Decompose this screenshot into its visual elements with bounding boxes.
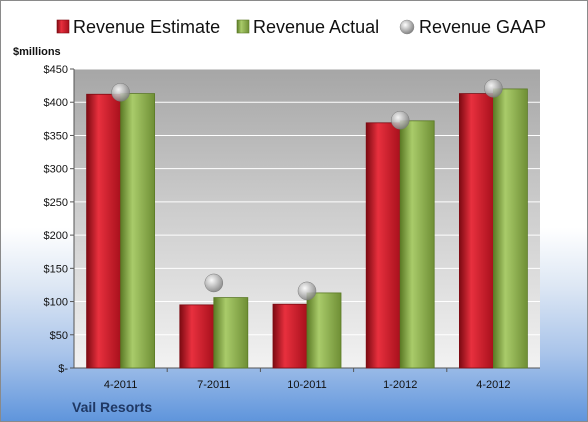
legend-label-actual: Revenue Actual — [253, 17, 379, 37]
x-tick-label: 4-2012 — [476, 379, 510, 391]
bar-revenue-actual — [399, 120, 435, 369]
y-tick-label: $50 — [50, 330, 68, 342]
y-tick-label: $100 — [44, 297, 68, 309]
bar-revenue-actual — [120, 93, 155, 369]
bar-revenue-estimate — [365, 122, 401, 369]
bars — [86, 88, 528, 369]
legend-item-gaap: Revenue GAAP — [399, 17, 546, 37]
legend-marker-gaap — [399, 19, 415, 35]
x-tick-label: 4-2011 — [104, 379, 137, 391]
marker-revenue-gaap — [390, 110, 410, 130]
y-tick-label: $400 — [44, 97, 68, 109]
marker-revenue-gaap — [204, 273, 224, 293]
legend: Revenue Estimate Revenue Actual Revenue … — [56, 17, 546, 37]
marker-revenue-gaap — [484, 79, 503, 98]
company-name: Vail Resorts — [72, 399, 152, 415]
legend-label-estimate: Revenue Estimate — [73, 17, 220, 37]
legend-item-actual: Revenue Actual — [236, 17, 379, 37]
y-tick-label: $350 — [44, 130, 68, 142]
y-tick-label: $250 — [44, 197, 68, 209]
legend-swatch-estimate — [56, 19, 70, 34]
bar-revenue-actual — [213, 297, 249, 369]
bar-revenue-estimate — [458, 93, 494, 369]
y-tick-label: $300 — [44, 164, 68, 176]
y-tick-label: $150 — [44, 263, 68, 275]
x-tick-label: 10-2011 — [287, 379, 327, 391]
marker-revenue-gaap — [297, 281, 317, 301]
y-tick-label: $- — [58, 363, 68, 375]
marker-revenue-gaap — [111, 83, 130, 102]
x-tick-label: 7-2011 — [197, 379, 230, 391]
x-axis-ticks: 4-2011 7-2011 10-2011 1-2012 4-2012 — [104, 368, 511, 391]
bar-revenue-estimate — [179, 304, 215, 369]
bar-revenue-actual — [492, 88, 528, 369]
legend-label-gaap: Revenue GAAP — [419, 17, 546, 37]
y-tick-label: $450 — [44, 64, 68, 76]
y-tick-label: $200 — [44, 230, 68, 242]
bar-revenue-estimate — [272, 303, 308, 369]
bar-revenue-estimate — [86, 93, 121, 369]
x-tick-label: 1-2012 — [383, 379, 417, 391]
y-unit-label: $millions — [13, 46, 61, 58]
legend-swatch-actual — [236, 19, 250, 34]
legend-item-estimate: Revenue Estimate — [56, 17, 220, 37]
bar-revenue-actual — [306, 292, 342, 369]
gaap-markers — [111, 79, 503, 301]
